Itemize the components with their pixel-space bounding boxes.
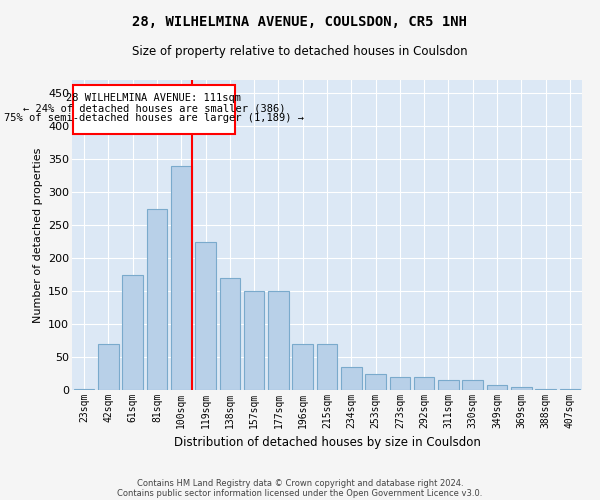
- Text: 75% of semi-detached houses are larger (1,189) →: 75% of semi-detached houses are larger (…: [4, 113, 304, 123]
- Bar: [195, 242, 216, 390]
- Bar: [438, 380, 459, 390]
- Text: 28 WILHELMINA AVENUE: 111sqm: 28 WILHELMINA AVENUE: 111sqm: [67, 93, 241, 103]
- Bar: [292, 344, 313, 390]
- Bar: [98, 344, 119, 390]
- Bar: [365, 374, 386, 390]
- Bar: [511, 386, 532, 390]
- Text: ← 24% of detached houses are smaller (386): ← 24% of detached houses are smaller (38…: [23, 103, 285, 113]
- Bar: [560, 388, 580, 390]
- Text: Contains public sector information licensed under the Open Government Licence v3: Contains public sector information licen…: [118, 488, 482, 498]
- Bar: [171, 166, 191, 390]
- Bar: [122, 274, 143, 390]
- Bar: [463, 380, 483, 390]
- Bar: [73, 86, 235, 134]
- X-axis label: Distribution of detached houses by size in Coulsdon: Distribution of detached houses by size …: [173, 436, 481, 450]
- Bar: [487, 384, 508, 390]
- Bar: [535, 388, 556, 390]
- Bar: [146, 208, 167, 390]
- Bar: [268, 291, 289, 390]
- Bar: [74, 388, 94, 390]
- Bar: [220, 278, 240, 390]
- Text: Size of property relative to detached houses in Coulsdon: Size of property relative to detached ho…: [132, 45, 468, 58]
- Bar: [244, 291, 265, 390]
- Text: Contains HM Land Registry data © Crown copyright and database right 2024.: Contains HM Land Registry data © Crown c…: [137, 478, 463, 488]
- Text: 28, WILHELMINA AVENUE, COULSDON, CR5 1NH: 28, WILHELMINA AVENUE, COULSDON, CR5 1NH: [133, 15, 467, 29]
- Bar: [341, 367, 362, 390]
- Bar: [389, 377, 410, 390]
- Bar: [414, 377, 434, 390]
- Y-axis label: Number of detached properties: Number of detached properties: [32, 148, 43, 322]
- Bar: [317, 344, 337, 390]
